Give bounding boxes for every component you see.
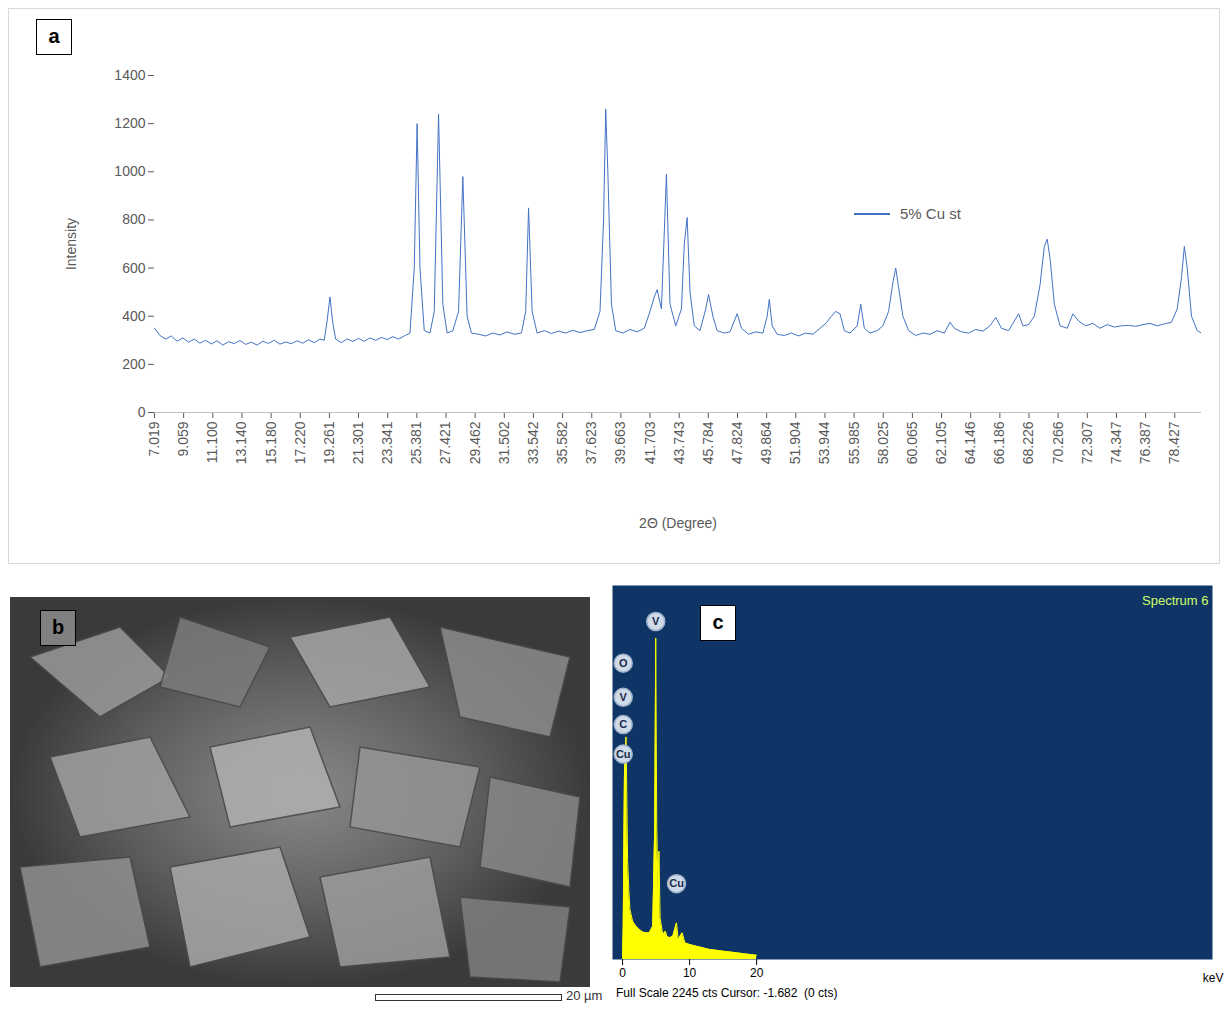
html-text:Full Scale 2245 cts Cursor: -1: Full Scale 2245 cts Cursor: -1.682 (0 ct… (616, 986, 838, 1000)
svg-text:76.387: 76.387 (1137, 421, 1153, 464)
svg-text:9.059: 9.059 (175, 421, 191, 456)
svg-text:25.381: 25.381 (408, 421, 424, 464)
svg-text:72.307: 72.307 (1079, 421, 1095, 464)
svg-text:17.220: 17.220 (292, 421, 308, 464)
svg-text:Spectrum 6: Spectrum 6 (1142, 593, 1208, 608)
svg-text:200: 200 (122, 356, 146, 372)
svg-text:Intensity: Intensity (63, 218, 79, 270)
svg-text:29.462: 29.462 (467, 421, 483, 464)
html-text:5% Cu st: 5% Cu st (900, 205, 961, 222)
svg-text:35.582: 35.582 (554, 421, 570, 464)
svg-text:21.301: 21.301 (350, 421, 366, 464)
svg-text:53.944: 53.944 (816, 421, 832, 464)
svg-text:58.025: 58.025 (875, 421, 891, 464)
svg-text:0: 0 (138, 404, 146, 420)
svg-text:C: C (619, 718, 627, 730)
svg-text:39.663: 39.663 (612, 421, 628, 464)
svg-text:Cu: Cu (616, 748, 631, 760)
svg-text:7.019: 7.019 (146, 421, 162, 456)
svg-text:66.186: 66.186 (991, 421, 1007, 464)
svg-text:600: 600 (122, 260, 146, 276)
svg-text:78.427: 78.427 (1166, 421, 1182, 464)
svg-text:2Θ (Degree): 2Θ (Degree) (639, 515, 717, 531)
svg-text:33.542: 33.542 (525, 421, 541, 464)
svg-text:70.266: 70.266 (1050, 421, 1066, 464)
svg-text:55.985: 55.985 (846, 421, 862, 464)
svg-text:13.140: 13.140 (233, 421, 249, 464)
svg-text:43.743: 43.743 (671, 421, 687, 464)
svg-text:1000: 1000 (114, 163, 145, 179)
svg-text:62.105: 62.105 (933, 421, 949, 464)
svg-text:1200: 1200 (114, 115, 145, 131)
svg-text:keV: keV (1203, 971, 1224, 985)
svg-text:V: V (620, 691, 628, 703)
svg-text:19.261: 19.261 (321, 421, 337, 464)
svg-text:V: V (652, 615, 660, 627)
svg-text:51.904: 51.904 (787, 421, 803, 464)
svg-text:49.864: 49.864 (758, 421, 774, 464)
svg-text:1400: 1400 (114, 67, 145, 83)
svg-text:15.180: 15.180 (263, 421, 279, 464)
html-text:20 µm: 20 µm (566, 988, 603, 1003)
svg-text:Cu: Cu (669, 877, 684, 889)
svg-text:64.146: 64.146 (962, 421, 978, 464)
svg-text:68.226: 68.226 (1020, 421, 1036, 464)
svg-text:74.347: 74.347 (1108, 421, 1124, 464)
svg-text:60.065: 60.065 (904, 421, 920, 464)
html-text:b: b (51, 616, 65, 638)
svg-text:400: 400 (122, 308, 146, 324)
svg-text:31.502: 31.502 (496, 421, 512, 464)
svg-text:20: 20 (750, 966, 764, 980)
html-text:a: a (48, 25, 60, 47)
svg-text:10: 10 (683, 966, 697, 980)
svg-text:23.341: 23.341 (379, 421, 395, 464)
svg-text:11.100: 11.100 (204, 421, 220, 463)
svg-text:37.623: 37.623 (583, 421, 599, 464)
svg-text:41.703: 41.703 (642, 421, 658, 464)
svg-text:45.784: 45.784 (700, 421, 716, 464)
svg-text:O: O (619, 657, 628, 669)
html-text:c: c (712, 611, 724, 633)
svg-text:27.421: 27.421 (437, 421, 453, 464)
svg-text:47.824: 47.824 (729, 421, 745, 464)
svg-text:800: 800 (122, 211, 146, 227)
svg-text:0: 0 (619, 966, 626, 980)
